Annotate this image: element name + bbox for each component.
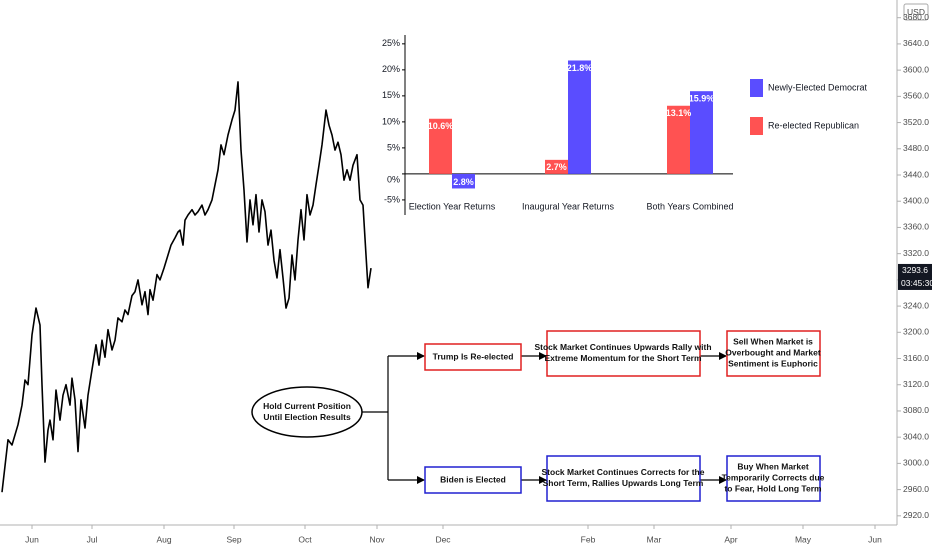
y-tick-label: 3240.0 (903, 300, 929, 310)
node-text: Stock Market Continues Corrects for the (542, 467, 705, 477)
bar (667, 105, 690, 174)
node-text: Stock Market Continues Upwards Rally wit… (534, 342, 711, 352)
bar (545, 159, 568, 174)
node-text: Buy When Market (737, 461, 808, 471)
y-tick-label: 0% (387, 174, 400, 184)
y-tick-label: 3320.0 (903, 248, 929, 258)
node-text: Temporarily Corrects due (722, 472, 825, 482)
node-box (726, 455, 821, 502)
legend-label: Newly-Elected Democrat (768, 82, 868, 92)
y-tick-label: 3400.0 (903, 195, 929, 205)
node-box (424, 466, 522, 494)
x-tick-label: Sep (226, 534, 241, 544)
node-text: Trump Is Re-elected (433, 351, 514, 361)
node-text: Sell When Market is (733, 336, 813, 346)
y-tick-label: -5% (384, 194, 400, 204)
y-tick-label: 20% (382, 64, 400, 74)
node-text: to Fear, Hold Long Term (724, 483, 822, 493)
countdown: 03:45:30 (901, 278, 932, 288)
price-tag (898, 263, 932, 290)
value-label: 2.8% (453, 177, 474, 187)
value-label: 15.9% (689, 94, 715, 104)
x-tick-label: Both Years Combined (646, 201, 733, 211)
x-tick-label: May (795, 534, 812, 544)
y-tick-label: 3640.0 (903, 38, 929, 48)
legend-swatch (750, 117, 763, 135)
bar (690, 91, 713, 174)
x-tick-label: Mar (647, 534, 662, 544)
price-tag-label: 3293.6 (902, 265, 928, 275)
node-text: Sentiment is Euphoric (728, 358, 818, 368)
value-label: 21.8% (567, 63, 593, 73)
x-tick-label: Oct (298, 534, 312, 544)
y-tick-label: 3560.0 (903, 91, 929, 101)
y-tick-label: 2960.0 (903, 484, 929, 494)
node-text: Hold Current Position (263, 401, 351, 411)
price-line (1, 81, 372, 493)
node-text: Until Election Results (263, 412, 351, 422)
currency-box[interactable] (903, 3, 929, 21)
y-tick-label: 15% (382, 90, 400, 100)
x-tick-label: Jun (25, 534, 39, 544)
legend-label: Re-elected Republican (768, 120, 859, 130)
x-tick-label: Nov (369, 534, 385, 544)
x-tick-label: Jun (868, 534, 882, 544)
currency: USD (907, 7, 925, 17)
y-tick-label: 5% (387, 142, 400, 152)
y-tick-label: 3680.0 (903, 12, 929, 22)
value-label: 10.6% (428, 121, 454, 131)
node-box (726, 330, 821, 377)
x-tick-label: Feb (581, 534, 596, 544)
y-tick-label: 3040.0 (903, 431, 929, 441)
y-tick-label: 2920.0 (903, 510, 929, 520)
x-tick-label: Aug (156, 534, 171, 544)
x-tick-label: Dec (435, 534, 451, 544)
y-tick-label: 3160.0 (903, 353, 929, 363)
value-label: 2.7% (546, 162, 567, 172)
node-text: Extreme Momentum for the Short Term (544, 353, 702, 363)
node-box (546, 330, 701, 377)
x-tick-label: Election Year Returns (409, 201, 496, 211)
y-tick-label: 10% (382, 116, 400, 126)
legend-swatch (750, 79, 763, 97)
y-tick-label: 3520.0 (903, 117, 929, 127)
y-tick-label: 3000.0 (903, 458, 929, 468)
x-tick-label: Inaugural Year Returns (522, 201, 615, 211)
y-tick-label: 25% (382, 38, 400, 48)
bar (429, 118, 452, 174)
start-node (251, 386, 363, 438)
y-tick-label: 3440.0 (903, 169, 929, 179)
bar (452, 173, 475, 189)
connectors (362, 352, 727, 484)
x-tick-label: Jul (87, 534, 98, 544)
y-tick-label: 3120.0 (903, 379, 929, 389)
node-text: Biden is Elected (440, 474, 506, 484)
x-tick-label: Apr (724, 534, 737, 544)
y-tick-label: 3200.0 (903, 327, 929, 337)
node-box (546, 455, 701, 502)
y-tick-label: 3080.0 (903, 405, 929, 415)
node-box (424, 343, 522, 371)
value-label: 13.1% (666, 108, 692, 118)
node-text: Short Term, Rallies Upwards Long Term (543, 478, 704, 488)
y-tick-label: 3480.0 (903, 143, 929, 153)
bar (568, 60, 591, 174)
y-tick-label: 3360.0 (903, 222, 929, 232)
node-text: Overbought and Market (725, 347, 821, 357)
y-tick-label: 3600.0 (903, 64, 929, 74)
